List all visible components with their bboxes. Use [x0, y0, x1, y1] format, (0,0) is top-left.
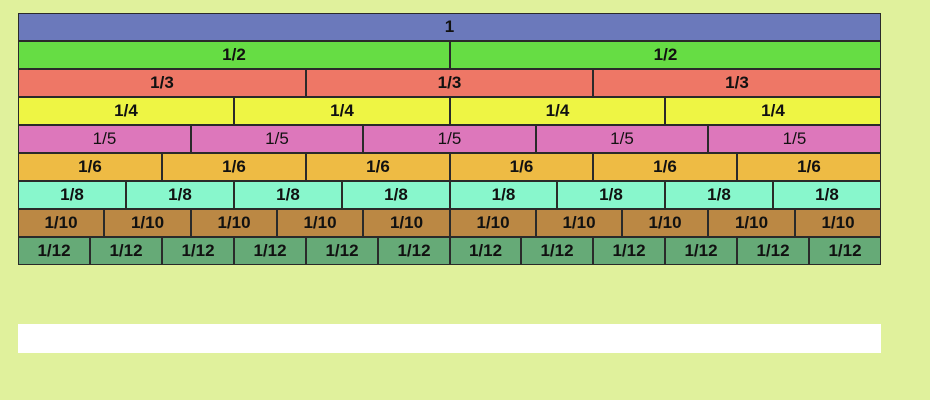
- fraction-piece[interactable]: 1/6: [737, 153, 881, 181]
- fraction-row-r1: 1: [18, 13, 881, 41]
- fraction-piece[interactable]: 1/10: [277, 209, 363, 237]
- fraction-row-r5: 1/5 1/5 1/5 1/5 1/5: [18, 125, 881, 153]
- fraction-piece[interactable]: 1/12: [90, 237, 162, 265]
- fraction-row-r2: 1/2 1/2: [18, 41, 881, 69]
- fraction-piece[interactable]: 1/3: [306, 69, 593, 97]
- fraction-row-r12: 1/12 1/12 1/12 1/12 1/12 1/12 1/12 1/12 1/12 1/12…: [18, 237, 881, 265]
- fraction-piece[interactable]: 1/12: [234, 237, 306, 265]
- fraction-piece[interactable]: 1/8: [773, 181, 881, 209]
- fraction-piece[interactable]: 1/12: [378, 237, 450, 265]
- fraction-piece[interactable]: 1/8: [234, 181, 342, 209]
- fraction-piece[interactable]: 1/10: [622, 209, 708, 237]
- fraction-piece[interactable]: 1/8: [557, 181, 665, 209]
- fraction-piece[interactable]: 1/4: [234, 97, 450, 125]
- fraction-piece[interactable]: 1/8: [18, 181, 126, 209]
- fraction-piece[interactable]: 1/10: [18, 209, 104, 237]
- fraction-piece[interactable]: 1/12: [162, 237, 234, 265]
- fraction-row-r4: 1/4 1/4 1/4 1/4: [18, 97, 881, 125]
- fraction-piece[interactable]: 1/10: [450, 209, 536, 237]
- fraction-piece[interactable]: 1/8: [342, 181, 450, 209]
- fraction-piece[interactable]: 1/8: [665, 181, 773, 209]
- fraction-piece[interactable]: 1/12: [18, 237, 90, 265]
- fraction-piece[interactable]: 1/12: [809, 237, 881, 265]
- fraction-piece[interactable]: 1/8: [450, 181, 557, 209]
- fraction-piece[interactable]: 1/5: [708, 125, 881, 153]
- fraction-piece[interactable]: 1/10: [536, 209, 622, 237]
- fraction-piece[interactable]: 1/2: [450, 41, 881, 69]
- fraction-wall: 1 1/2 1/2 1/3 1/3 1/3 1/4 1/4 1/4 1/4 1/5 1/5 1/5 1/5…: [18, 13, 881, 265]
- fraction-piece[interactable]: 1/6: [162, 153, 306, 181]
- fraction-piece[interactable]: 1/10: [363, 209, 450, 237]
- answer-drop-area[interactable]: [18, 324, 881, 353]
- fraction-piece[interactable]: 1/4: [18, 97, 234, 125]
- fraction-piece[interactable]: 1/12: [665, 237, 737, 265]
- fraction-piece[interactable]: 1/12: [450, 237, 521, 265]
- fraction-piece[interactable]: 1/5: [18, 125, 191, 153]
- fraction-piece[interactable]: 1/5: [191, 125, 363, 153]
- fraction-row-r10: 1/10 1/10 1/10 1/10 1/10 1/10 1/10 1/10 1/10 1/10: [18, 209, 881, 237]
- fraction-piece[interactable]: 1/12: [306, 237, 378, 265]
- fraction-piece[interactable]: 1/8: [126, 181, 234, 209]
- fraction-piece[interactable]: 1/6: [593, 153, 737, 181]
- fraction-piece[interactable]: 1/10: [795, 209, 881, 237]
- fraction-piece[interactable]: 1/4: [665, 97, 881, 125]
- fraction-row-r6: 1/6 1/6 1/6 1/6 1/6 1/6: [18, 153, 881, 181]
- fraction-row-r3: 1/3 1/3 1/3: [18, 69, 881, 97]
- fraction-piece[interactable]: 1/6: [306, 153, 450, 181]
- fraction-piece[interactable]: 1/5: [536, 125, 708, 153]
- fraction-piece[interactable]: 1/3: [593, 69, 881, 97]
- fraction-piece[interactable]: 1/5: [363, 125, 536, 153]
- fraction-piece[interactable]: 1/10: [104, 209, 191, 237]
- fraction-piece[interactable]: 1/6: [18, 153, 162, 181]
- fraction-piece[interactable]: 1/4: [450, 97, 665, 125]
- fraction-piece[interactable]: 1/2: [18, 41, 450, 69]
- fraction-piece[interactable]: 1/12: [593, 237, 665, 265]
- fraction-piece[interactable]: 1/10: [191, 209, 277, 237]
- fraction-piece[interactable]: 1/10: [708, 209, 795, 237]
- fraction-piece[interactable]: 1/12: [521, 237, 593, 265]
- fraction-piece[interactable]: 1/6: [450, 153, 593, 181]
- fraction-piece[interactable]: 1: [18, 13, 881, 41]
- fraction-piece[interactable]: 1/3: [18, 69, 306, 97]
- fraction-row-r8: 1/8 1/8 1/8 1/8 1/8 1/8 1/8 1/8: [18, 181, 881, 209]
- fraction-piece[interactable]: 1/12: [737, 237, 809, 265]
